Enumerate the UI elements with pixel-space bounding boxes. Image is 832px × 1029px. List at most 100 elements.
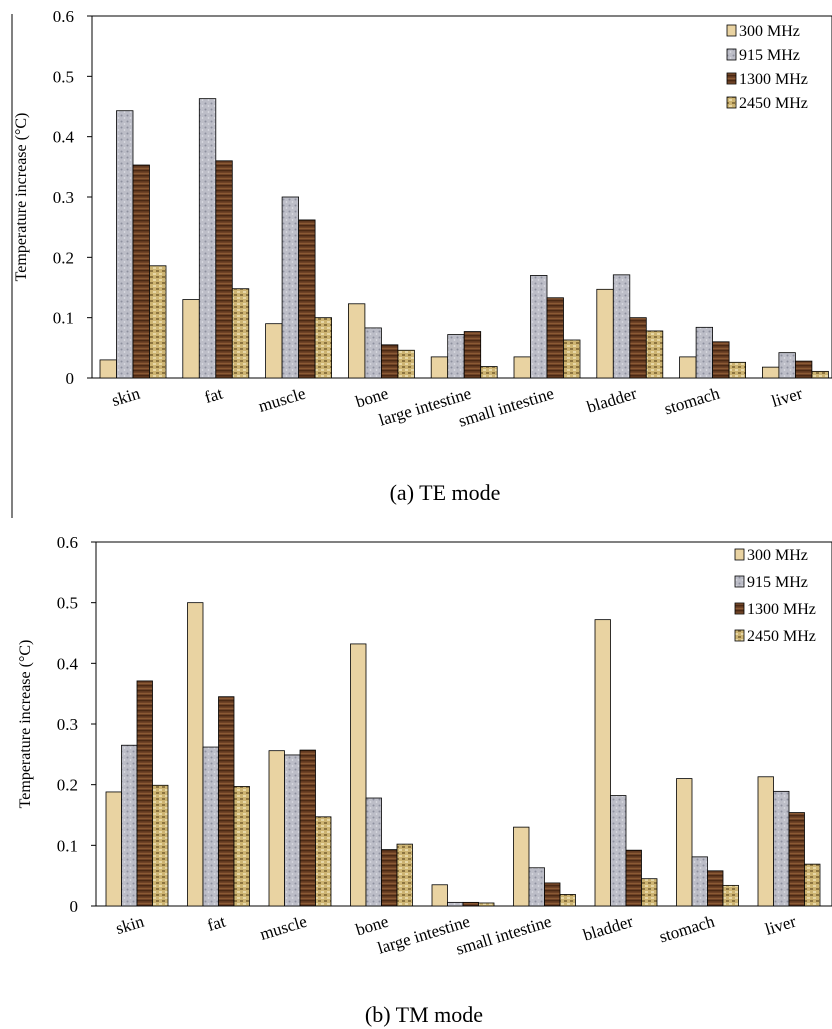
legend-swatch: [734, 548, 745, 561]
legend: 300 MHz 915 MHz 1300 MHz 2450 MHz: [734, 547, 816, 645]
bar-915-mhz-stomach: [695, 326, 713, 379]
category-label: stomach: [657, 912, 717, 947]
bar-2450-mhz-fat: [233, 786, 250, 907]
bar-915-mhz-stomach: [691, 856, 708, 907]
category-label: fat: [205, 912, 228, 935]
bar-2450-mhz-muscle: [314, 317, 333, 379]
y-axis-label: Temperature increase (°C): [17, 640, 34, 809]
category-label: bone: [353, 384, 390, 412]
legend-swatch: [726, 96, 737, 109]
bar-1300-mhz-fat: [215, 160, 233, 379]
bar-915-mhz-fat: [198, 98, 217, 379]
bar-2450-mhz-bladder: [641, 878, 658, 907]
y-tick-label: 0: [70, 897, 79, 916]
bar-915-mhz-large-intestine: [447, 334, 465, 379]
category-label: skin: [114, 912, 147, 939]
panel-caption: (b) TM mode: [365, 1002, 483, 1027]
legend-label: 1300 MHz: [747, 601, 816, 618]
bar-915-mhz-muscle: [281, 196, 300, 379]
bar-300-mhz-liver: [757, 776, 774, 907]
bar-915-mhz-bladder: [612, 274, 631, 379]
bar-2450-mhz-liver: [804, 863, 821, 907]
legend-label: 1300 MHz: [739, 71, 808, 88]
category-label: fat: [202, 384, 225, 407]
legend-swatch: [726, 72, 737, 85]
legend-swatch: [726, 48, 737, 61]
category-label: liver: [763, 912, 799, 939]
bar-300-mhz-stomach: [676, 778, 693, 907]
bar-2450-mhz-skin: [152, 784, 169, 907]
category-label: skin: [110, 384, 143, 411]
y-axis-ticks: 0 0.1 0.2 0.3 0.4 0.5 0.6: [53, 7, 92, 388]
y-tick-label: 0.5: [57, 594, 78, 613]
category-label: small intestine: [456, 384, 556, 431]
legend-swatch: [726, 24, 737, 37]
legend-swatch: [734, 602, 745, 615]
bar-2450-mhz-bone: [396, 843, 413, 907]
legend-label: 915 MHz: [739, 47, 800, 64]
bar-300-mhz-large-intestine: [431, 884, 448, 907]
bar-300-mhz-small-intestine: [513, 826, 530, 907]
bar-300-mhz-large-intestine: [430, 356, 449, 379]
bar-915-mhz-bone: [365, 797, 382, 907]
chart-panel-tm-mode: 00.10.20.30.40.50.6 skin fat muscle bonelar…: [17, 533, 832, 1027]
bar-915-mhz-skin: [116, 110, 134, 379]
bar-1300-mhz-liver: [795, 360, 813, 379]
legend: 300 MHz 915 MHz 1300 MHz 2450 MHz: [726, 23, 808, 112]
y-tick-label: 0.4: [53, 128, 75, 147]
bar-300-mhz-fat: [182, 299, 200, 379]
bar-300-mhz-liver: [762, 366, 780, 379]
bar-300-mhz-bone: [347, 303, 366, 379]
bar-2450-mhz-fat: [231, 288, 250, 379]
bar-series-group: [105, 602, 821, 907]
bar-1300-mhz-bone: [380, 344, 399, 379]
bar-1300-mhz-liver: [788, 812, 805, 907]
bar-915-mhz-bone: [364, 327, 382, 379]
bar-300-mhz-muscle: [268, 750, 285, 907]
category-label: muscle: [258, 912, 310, 944]
y-axis-ticks: 0 0.1 0.2 0.3 0.4 0.5 0.6: [57, 533, 96, 916]
bar-2450-mhz-large-intestine: [480, 366, 498, 379]
y-tick-label: 0.1: [53, 309, 74, 328]
bar-1300-mhz-bladder: [629, 317, 647, 379]
bar-2450-mhz-small-intestine: [563, 339, 581, 379]
bar-2450-mhz-stomach: [728, 361, 746, 379]
bar-1300-mhz-stomach: [712, 341, 730, 379]
bar-915-mhz-liver: [773, 790, 790, 907]
y-tick-label: 0.6: [57, 533, 78, 552]
legend-label: 300 MHz: [747, 547, 808, 564]
legend-swatch: [734, 575, 745, 588]
category-label: bone: [354, 912, 391, 940]
y-tick-label: 0.3: [53, 188, 74, 207]
bar-300-mhz-skin: [105, 791, 122, 907]
legend-swatch: [734, 629, 745, 642]
bar-series-group: [99, 98, 829, 379]
bar-300-mhz-stomach: [679, 356, 697, 379]
category-label: muscle: [256, 384, 308, 416]
bar-1300-mhz-muscle: [299, 749, 316, 907]
bar-1300-mhz-small-intestine: [544, 882, 561, 907]
bar-300-mhz-fat: [187, 602, 204, 907]
bar-1300-mhz-stomach: [707, 870, 724, 907]
y-tick-label: 0: [66, 369, 75, 388]
bar-300-mhz-small-intestine: [513, 356, 531, 379]
bar-2450-mhz-skin: [149, 265, 167, 379]
bar-300-mhz-muscle: [265, 323, 283, 379]
bar-1300-mhz-fat: [218, 696, 235, 907]
bar-1300-mhz-bone: [381, 849, 398, 907]
bar-300-mhz-skin: [99, 359, 117, 379]
bar-915-mhz-bladder: [610, 795, 627, 907]
bar-2450-mhz-large-intestine: [478, 902, 495, 907]
y-tick-label: 0.1: [57, 836, 78, 855]
bar-2450-mhz-bladder: [645, 330, 664, 379]
bar-915-mhz-skin: [121, 744, 138, 907]
bar-915-mhz-small-intestine: [528, 867, 545, 907]
bar-2450-mhz-liver: [811, 370, 829, 379]
bar-1300-mhz-bladder: [625, 849, 642, 907]
bar-915-mhz-liver: [778, 352, 796, 379]
bar-1300-mhz-skin: [132, 164, 150, 379]
bar-1300-mhz-large-intestine: [463, 331, 482, 379]
